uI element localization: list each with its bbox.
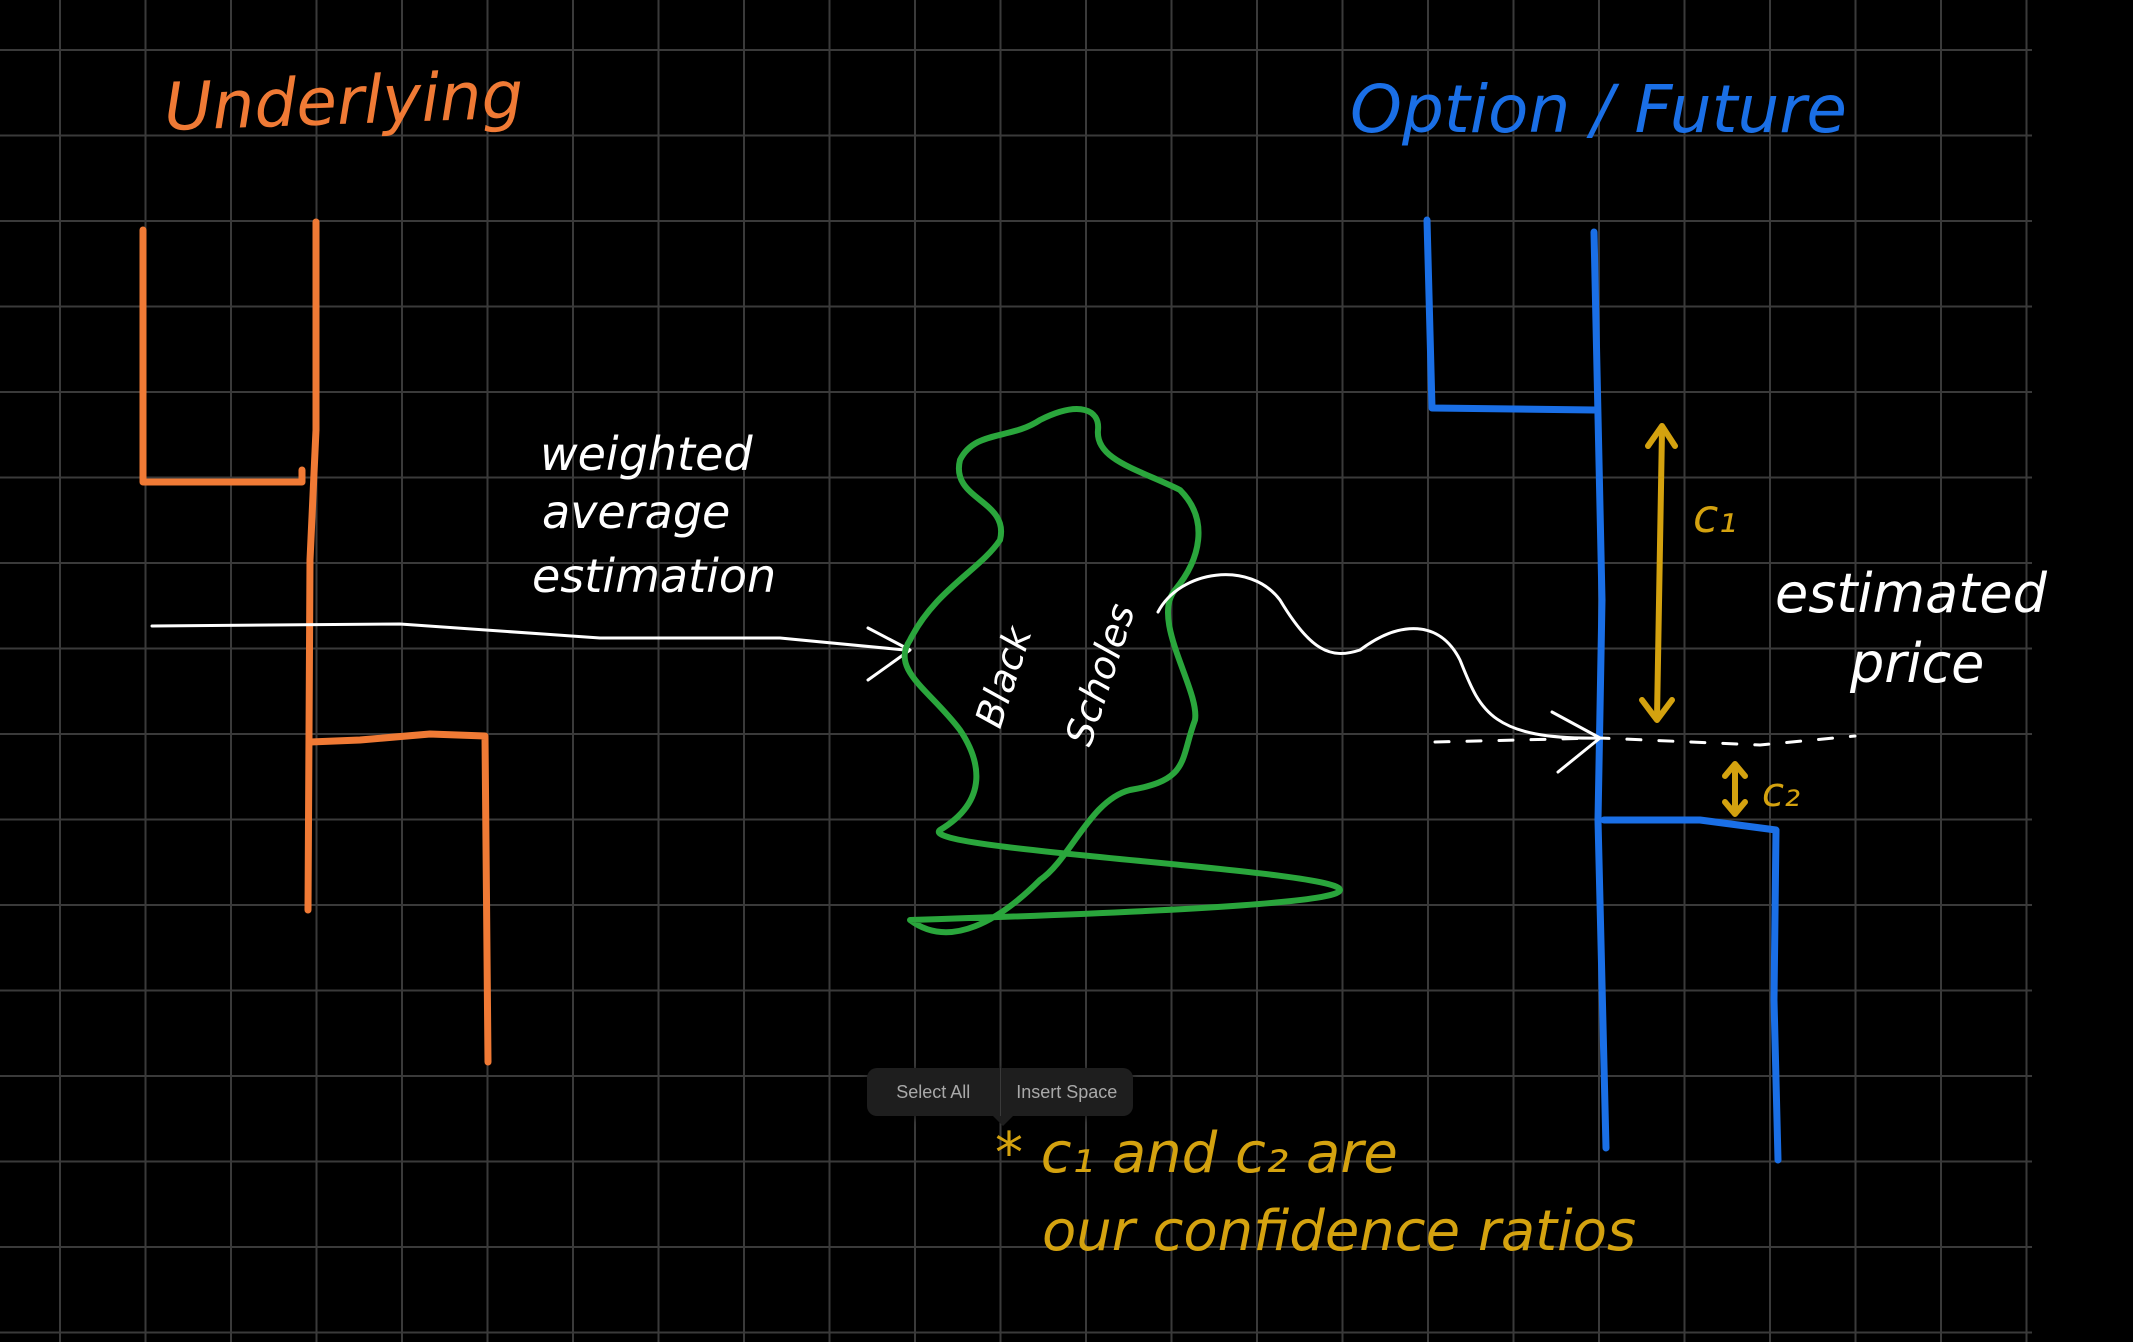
c1-label: c₁ — [1693, 489, 1737, 543]
context-menu-divider — [999, 1068, 1001, 1116]
option-orderbook-drawing — [1423, 216, 1782, 1164]
c2-arrow — [1722, 761, 1748, 817]
context-menu: Select All Insert Space — [867, 1068, 1133, 1116]
option-title: Option / Future — [1350, 71, 1847, 148]
insert-space-button[interactable]: Insert Space — [1016, 1082, 1118, 1102]
weighted-arrow — [150, 622, 912, 682]
underlying-orderbook-drawing — [139, 218, 492, 1066]
estimate-arrow — [1156, 573, 1602, 774]
weighted-label-3: estimation — [532, 549, 776, 603]
black-scholes-label-1: Black — [967, 620, 1041, 733]
black-scholes-label-2: Scholes — [1057, 598, 1144, 751]
note-line-1: * c₁ and c₂ are — [995, 1121, 1398, 1186]
c1-arrow — [1639, 423, 1678, 723]
weighted-label-1: weighted — [540, 427, 753, 481]
black-scholes-blob — [901, 406, 1344, 936]
context-menu-caret — [993, 1116, 1013, 1126]
note-line-2: our confidence ratios — [1042, 1199, 1636, 1264]
c2-label: c₂ — [1762, 770, 1800, 816]
estimated-label-1: estimated — [1775, 562, 2048, 625]
grid-background — [0, 0, 2032, 1342]
select-all-button[interactable]: Select All — [896, 1082, 971, 1102]
weighted-label-2: average — [542, 485, 730, 539]
estimated-label-2: price — [1849, 632, 1984, 695]
estimated-price-line — [1433, 734, 1857, 747]
underlying-title: Underlying — [163, 57, 525, 146]
